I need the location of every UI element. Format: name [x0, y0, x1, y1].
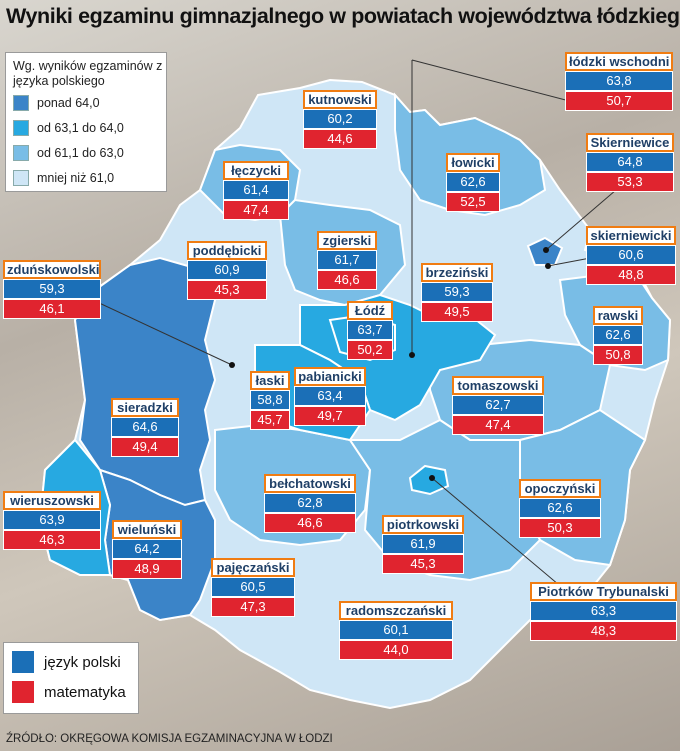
district-label-poddebicki: poddębicki 60,9 45,3: [187, 241, 267, 300]
district-label-lodzki-wschodni: łódzki wschodni 63,8 50,7: [565, 52, 673, 111]
district-label-wielunski: wieluński 64,2 48,9: [112, 520, 182, 579]
legend-item: język polski: [12, 651, 121, 673]
leader-dot-piotrkow: [429, 475, 435, 481]
district-label-piotrkow-trybunalski: Piotrków Trybunalski 63,3 48,3: [530, 582, 677, 641]
legend-subjects: język polski matematyka: [3, 642, 139, 714]
legend-swatch: [12, 681, 34, 703]
legend-swatch: [13, 95, 29, 111]
page-title: Wyniki egzaminu gimnazjalnego w powiatac…: [6, 4, 680, 28]
leader-dot-lodzki-wschodni: [409, 352, 415, 358]
region-piotrkow: [408, 464, 450, 496]
district-label-zdunskowolski: zduńskowolski 59,3 46,1: [3, 260, 101, 319]
legend-label: ponad 64,0: [37, 96, 100, 110]
district-label-laski: łaski 58,8 45,7: [250, 371, 290, 430]
leader-dot-zdunskowolski: [229, 362, 235, 368]
district-label-opoczynski: opoczyński 62,6 50,3: [519, 479, 601, 538]
source-note: ŹRÓDŁO: OKRĘGOWA KOMISJA EGZAMINACYJNA W…: [6, 733, 333, 745]
district-label-skierniewice: Skierniewice 64,8 53,3: [586, 133, 674, 192]
legend-item: od 61,1 do 63,0: [13, 145, 124, 161]
district-label-brzezinski: brzeziński 59,3 49,5: [421, 263, 493, 322]
legend-label: od 61,1 do 63,0: [37, 146, 124, 160]
legend-item: mniej niż 61,0: [13, 170, 114, 186]
leader-dot-skierniewice: [543, 247, 549, 253]
legend-heading: Wg. wyników egzaminów z języka polskiego: [13, 59, 163, 88]
legend-label: od 63,1 do 64,0: [37, 121, 124, 135]
legend-label: język polski: [44, 653, 121, 671]
leader-dot-skierniewicki: [545, 263, 551, 269]
legend-swatch: [12, 651, 34, 673]
district-label-lowicki: łowicki 62,6 52,5: [446, 153, 500, 212]
legend-item: ponad 64,0: [13, 95, 100, 111]
district-label-zgierski: zgierski 61,7 46,6: [317, 231, 377, 290]
legend-label: matematyka: [44, 683, 126, 701]
district-label-skierniewicki: skierniewicki 60,6 48,8: [586, 226, 676, 285]
district-label-kutnowski: kutnowski 60,2 44,6: [303, 90, 377, 149]
legend-categories: Wg. wyników egzaminów z języka polskiego…: [5, 52, 167, 192]
district-label-radomszczanski: radomszczański 60,1 44,0: [339, 601, 453, 660]
district-label-piotrkowski: piotrkowski 61,9 45,3: [382, 515, 464, 574]
legend-label: mniej niż 61,0: [37, 171, 115, 185]
district-label-pajeczanski: pajęczański 60,5 47,3: [211, 558, 295, 617]
district-label-wieruszowski: wieruszowski 63,9 46,3: [3, 491, 101, 550]
district-label-leczycki: łęczycki 61,4 47,4: [223, 161, 289, 220]
district-label-sieradzki: sieradzki 64,6 49,4: [111, 398, 179, 457]
district-label-pabianicki: pabianicki 63,4 49,7: [294, 367, 366, 426]
legend-swatch: [13, 120, 29, 136]
district-label-tomaszowski: tomaszowski 62,7 47,4: [452, 376, 544, 435]
district-label-lodz: Łódź 63,7 50,2: [347, 301, 393, 360]
district-label-belchatowski: bełchatowski 62,8 46,6: [264, 474, 356, 533]
legend-swatch: [13, 170, 29, 186]
legend-swatch: [13, 145, 29, 161]
legend-item: od 63,1 do 64,0: [13, 120, 124, 136]
district-label-rawski: rawski 62,6 50,8: [593, 306, 643, 365]
legend-item: matematyka: [12, 681, 126, 703]
